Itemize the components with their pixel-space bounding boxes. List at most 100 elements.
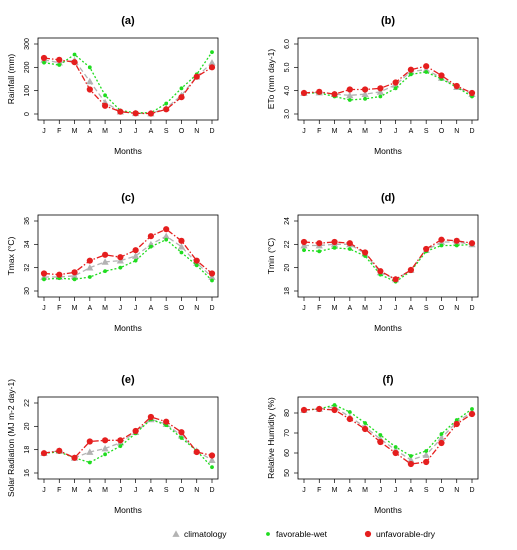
y-tick-label: 32: [24, 264, 31, 272]
x-axis-label: Months: [114, 146, 142, 156]
data-point: [453, 82, 460, 90]
x-tick-label: O: [439, 487, 445, 494]
data-point: [72, 277, 77, 282]
data-point: [87, 275, 92, 279]
series-line: [43, 418, 213, 461]
x-tick-label: S: [424, 487, 429, 494]
series-line: [303, 404, 473, 457]
x-tick-label: S: [424, 305, 429, 312]
data-point: [149, 244, 153, 249]
x-tick-label: M: [102, 305, 108, 312]
x-tick-label: D: [469, 487, 474, 494]
data-point: [132, 252, 140, 259]
y-axis-label: Tmin (°C): [266, 238, 276, 275]
data-point: [193, 257, 200, 264]
series-favorable-wet: [302, 403, 474, 458]
y-tick-label: 16: [24, 469, 31, 477]
x-tick-label: J: [134, 128, 138, 135]
data-point: [42, 277, 46, 282]
series-unfavorable-dry: [300, 405, 476, 468]
panel-d: (d) 18 20 22 24 J F M A M J J A S O N D Months Tmin (°C): [266, 192, 479, 333]
x-tick-label: A: [347, 305, 352, 312]
x-tick-label: A: [87, 128, 92, 135]
x-tick-label: J: [379, 128, 383, 135]
data-point: [424, 449, 429, 453]
data-point: [208, 456, 216, 464]
data-point: [56, 271, 63, 278]
data-point: [438, 72, 445, 79]
data-point: [57, 63, 62, 67]
data-point: [317, 249, 322, 254]
panel-title: (b): [381, 15, 395, 27]
plot-frame: [37, 396, 219, 480]
x-tick-label: M: [362, 487, 368, 494]
data-point: [179, 250, 184, 255]
data-point: [70, 272, 79, 279]
legend-marker-unfavorable-dry: [364, 530, 372, 538]
data-point: [468, 89, 476, 97]
x-tick-label: M: [332, 128, 338, 135]
data-point: [454, 418, 459, 422]
data-point: [316, 88, 323, 95]
data-point: [453, 420, 460, 428]
data-point: [178, 237, 185, 244]
series-line: [303, 68, 473, 96]
data-point: [40, 273, 48, 280]
data-point: [164, 101, 169, 106]
x-axis-label: Months: [374, 323, 402, 333]
data-point: [331, 238, 338, 246]
data-point: [361, 86, 369, 93]
series-line: [44, 235, 213, 278]
series-line: [303, 406, 473, 461]
panel-e: (e) 16 18 20 22 J F M A M J J A S O N D Months Solar Radia…: [6, 374, 219, 515]
x-tick-label: O: [179, 305, 185, 312]
data-point: [87, 65, 92, 70]
x-tick-label: J: [42, 487, 46, 494]
x-tick-label: F: [57, 128, 61, 135]
data-point: [87, 460, 92, 465]
data-point: [147, 413, 155, 421]
data-point: [347, 98, 352, 102]
x-tick-label: A: [149, 305, 154, 312]
x-tick-label: F: [57, 487, 61, 494]
x-tick-label: F: [317, 128, 321, 135]
x-tick-label: N: [454, 487, 459, 494]
data-point: [393, 86, 398, 91]
y-tick-label: 0: [24, 112, 31, 116]
x-tick-label: N: [194, 487, 199, 494]
data-point: [179, 86, 184, 91]
data-point: [86, 257, 93, 264]
data-point: [210, 50, 214, 55]
x-tick-label: M: [72, 487, 78, 494]
series-favorable-wet: [302, 242, 474, 284]
data-point: [210, 278, 214, 283]
y-tick-label: 34: [24, 240, 31, 248]
data-point: [361, 249, 369, 256]
x-tick-label: J: [134, 487, 138, 494]
panel-title: (d): [381, 192, 395, 204]
data-point: [300, 241, 308, 249]
series-climatology: [40, 56, 216, 117]
x-tick-label: S: [164, 305, 169, 312]
x-tick-label: J: [119, 487, 123, 494]
series-line: [303, 408, 473, 465]
series-favorable-wet: [42, 417, 214, 470]
x-tick-label: J: [394, 128, 398, 135]
legend-marker-favorable-wet: [266, 532, 270, 536]
data-point: [392, 449, 399, 457]
legend: climatology favorable-wet unfavorable-dry: [172, 529, 436, 539]
data-point: [194, 263, 199, 268]
data-point: [118, 444, 123, 449]
data-point: [133, 258, 138, 263]
x-tick-label: J: [42, 305, 46, 312]
x-tick-label: N: [194, 305, 199, 312]
data-point: [208, 64, 216, 71]
data-point: [377, 438, 384, 446]
y-tick-label: 70: [284, 429, 291, 437]
panel-title: (e): [121, 374, 135, 386]
data-point: [40, 54, 48, 62]
data-point: [40, 270, 48, 277]
data-point: [132, 110, 139, 117]
x-tick-label: M: [72, 305, 78, 312]
